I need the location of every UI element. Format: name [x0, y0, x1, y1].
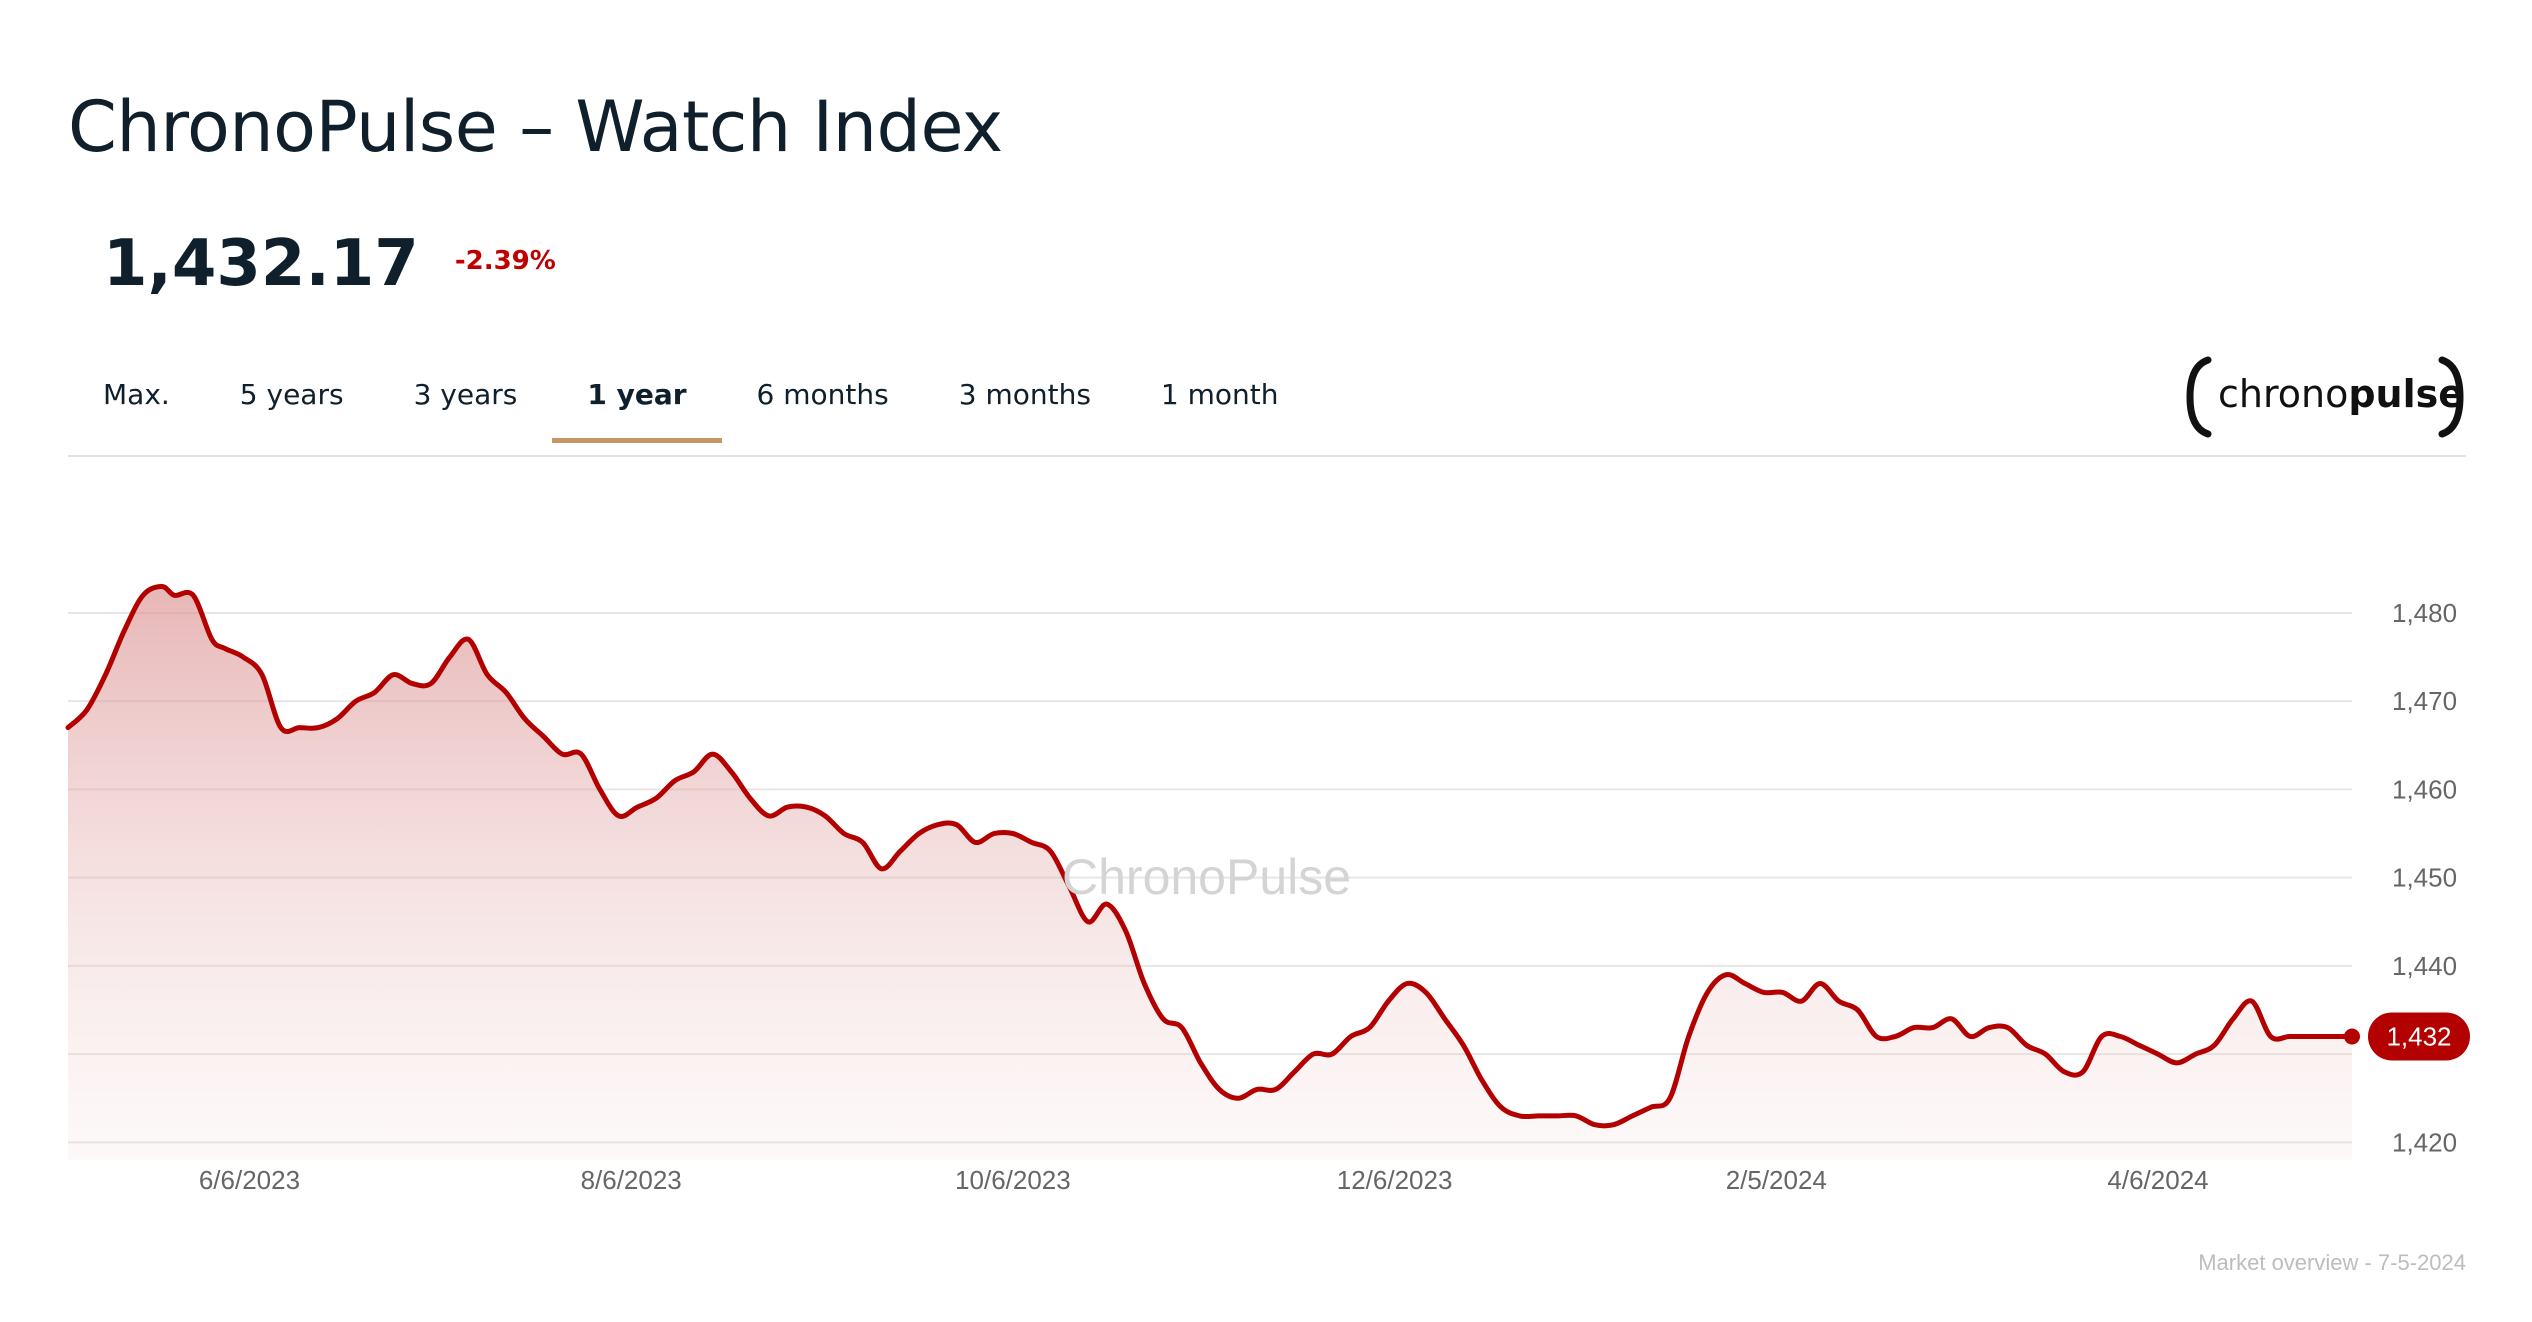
y-tick-label: 1,460	[2392, 774, 2457, 804]
x-tick-label: 2/5/2024	[1726, 1165, 1827, 1195]
y-tick-label: 1,440	[2392, 951, 2457, 981]
brand-logo[interactable]: chronopulse	[2180, 356, 2470, 438]
logo-bold: pulse	[2348, 372, 2465, 416]
tab-3-months[interactable]: 3 months	[958, 378, 1091, 411]
x-tick-label: 12/6/2023	[1337, 1165, 1453, 1195]
x-tick-label: 4/6/2024	[2107, 1165, 2208, 1195]
index-chart: 1,420 1,440 1,450 1,460 1,470 1,480 6/6/2023 8…	[65, 584, 2470, 1195]
y-tick-label: 1,450	[2392, 863, 2457, 893]
tab-3-years[interactable]: 3 years	[413, 378, 518, 411]
x-tick-label: 6/6/2023	[199, 1165, 300, 1195]
bracket-logo-icon	[2186, 356, 2464, 438]
tab-divider	[68, 455, 2466, 457]
tab-6-months[interactable]: 6 months	[756, 378, 889, 411]
footer-note: Market overview - 7-5-2024	[2198, 1250, 2466, 1275]
tab-5-years[interactable]: 5 years	[239, 378, 344, 411]
tab-1-year[interactable]: 1 year	[552, 368, 722, 443]
x-tick-label: 10/6/2023	[955, 1165, 1071, 1195]
y-tick-label: 1,420	[2392, 1127, 2457, 1157]
last-value-label: 1,432	[2386, 1021, 2451, 1051]
y-tick-label: 1,470	[2392, 686, 2457, 716]
series-line	[65, 584, 2355, 1129]
x-tick-label: 8/6/2023	[581, 1165, 682, 1195]
last-point	[2344, 1028, 2360, 1045]
period-tabs: Max. 5 years 3 years 1 year 6 months 3 m…	[68, 368, 1314, 443]
price-summary: 1,432.17 -2.39%	[103, 232, 556, 296]
price-change: -2.39%	[454, 246, 556, 276]
logo-light: chrono	[2218, 372, 2349, 416]
logo-wordmark: chronopulse	[2218, 372, 2464, 416]
y-tick-label: 1,480	[2392, 598, 2457, 628]
chart-watermark: ChronoPulse	[1062, 849, 1352, 905]
last-value-badge	[2368, 1012, 2470, 1061]
tab-1-month[interactable]: 1 month	[1160, 378, 1279, 411]
tab-max[interactable]: Max.	[103, 378, 170, 411]
page-title: ChronoPulse – Watch Index	[68, 86, 1003, 168]
current-price: 1,432.17	[103, 227, 419, 301]
series-area	[68, 586, 2352, 1160]
